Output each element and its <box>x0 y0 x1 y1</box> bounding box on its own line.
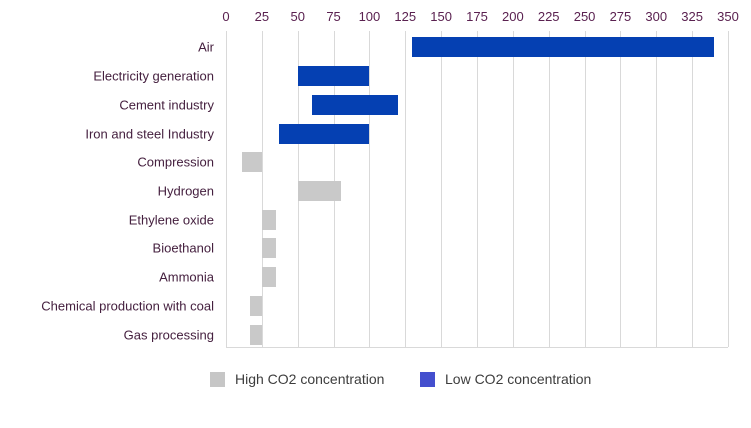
category-label: Cement industry <box>119 97 214 113</box>
gridline <box>548 31 550 347</box>
x-axis-tick-label: 150 <box>430 9 452 24</box>
gridline <box>512 31 514 347</box>
legend-item-low-co2: Low CO2 concentration <box>420 364 591 394</box>
category-label: Gas processing <box>123 327 214 343</box>
gridline <box>584 31 586 347</box>
x-axis-tick-label: 25 <box>254 9 270 24</box>
gridline <box>369 31 371 347</box>
x-axis-tick-label: 250 <box>573 9 596 24</box>
range-bar <box>312 94 399 115</box>
range-bar <box>261 238 277 259</box>
x-axis-tick-label: 300 <box>645 9 668 24</box>
gridline <box>226 31 227 347</box>
gridline <box>620 31 622 347</box>
range-bar <box>250 295 262 316</box>
legend-label-low-co2: Low CO2 concentration <box>445 371 592 387</box>
category-label: Bioethanol <box>152 240 214 256</box>
gridline <box>656 31 658 347</box>
range-bar <box>261 267 277 288</box>
range-bar <box>250 324 262 345</box>
x-axis-tick-label: 50 <box>290 9 305 24</box>
gridline <box>405 31 407 347</box>
category-label: Electricity generation <box>93 68 214 84</box>
x-axis-tick-label: 225 <box>537 9 560 24</box>
gridline <box>692 31 694 347</box>
range-bar <box>297 66 370 87</box>
x-axis-tick-label: 0 <box>222 9 230 24</box>
x-axis-tick-label: 125 <box>394 9 417 24</box>
category-label: Air <box>198 39 214 55</box>
x-axis-tick-label: 275 <box>609 9 632 24</box>
x-axis-tick-label: 75 <box>326 9 341 24</box>
high-co2-swatch <box>210 371 225 387</box>
legend-item-high-co2: High CO2 concentration <box>210 364 384 394</box>
legend-label-high-co2: High CO2 concentration <box>235 371 385 387</box>
category-label: Chemical production with coal <box>41 298 214 314</box>
gridline <box>261 31 263 347</box>
range-bar <box>297 181 341 201</box>
category-label: Hydrogen <box>157 183 214 199</box>
x-axis-tick-label: 200 <box>501 9 524 24</box>
range-bar <box>279 123 370 144</box>
range-bar <box>241 152 262 173</box>
gridline <box>477 31 478 347</box>
chart-legend: High CO2 concentration Low CO2 concentra… <box>0 364 751 394</box>
low-co2-swatch <box>420 371 435 387</box>
category-label: Compression <box>137 154 214 170</box>
x-axis-tick-label: 175 <box>466 9 488 24</box>
x-axis-tick-label: 325 <box>681 9 703 24</box>
gridline <box>441 31 443 347</box>
x-axis-baseline <box>226 347 728 348</box>
category-label: Ethylene oxide <box>128 212 214 228</box>
range-bar <box>261 209 277 230</box>
category-label: Ammonia <box>159 269 214 285</box>
x-axis-tick-label: 100 <box>358 9 381 24</box>
gridline <box>728 31 729 347</box>
x-axis-tick-label: 350 <box>717 9 739 24</box>
plot-area <box>226 31 729 347</box>
range-bar <box>412 37 714 58</box>
category-label: Iron and steel Industry <box>85 126 214 142</box>
